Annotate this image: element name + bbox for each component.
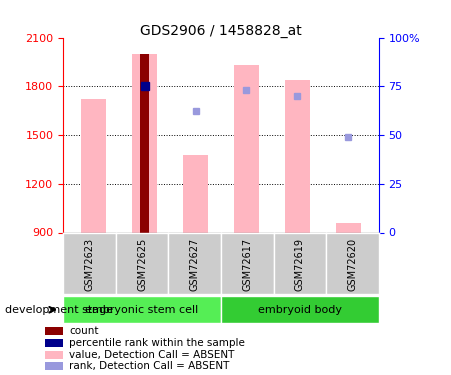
Bar [45, 351, 63, 358]
Text: GDS2906 / 1458828_at: GDS2906 / 1458828_at [140, 24, 302, 38]
Text: GSM72617: GSM72617 [242, 238, 252, 291]
Text: embryonic stem cell: embryonic stem cell [85, 305, 199, 315]
Text: count: count [69, 326, 98, 336]
Bar [234, 65, 259, 232]
Text: GSM72627: GSM72627 [190, 238, 200, 291]
Bar [285, 80, 310, 232]
Text: value, Detection Call = ABSENT: value, Detection Call = ABSENT [69, 350, 234, 360]
Text: rank, Detection Call = ABSENT: rank, Detection Call = ABSENT [69, 361, 229, 371]
Text: percentile rank within the sample: percentile rank within the sample [69, 338, 245, 348]
Text: GSM72619: GSM72619 [295, 238, 305, 291]
Bar [336, 223, 361, 232]
Bar [183, 154, 208, 232]
Bar [45, 362, 63, 370]
Bar [81, 99, 106, 232]
Text: GSM72620: GSM72620 [348, 238, 358, 291]
Text: GSM72625: GSM72625 [137, 238, 147, 291]
Text: development stage: development stage [5, 305, 113, 315]
Bar [45, 339, 63, 347]
Text: embryoid body: embryoid body [258, 305, 342, 315]
Bar [45, 327, 63, 335]
Text: GSM72623: GSM72623 [84, 238, 94, 291]
Bar [140, 54, 149, 232]
Bar [132, 54, 157, 232]
